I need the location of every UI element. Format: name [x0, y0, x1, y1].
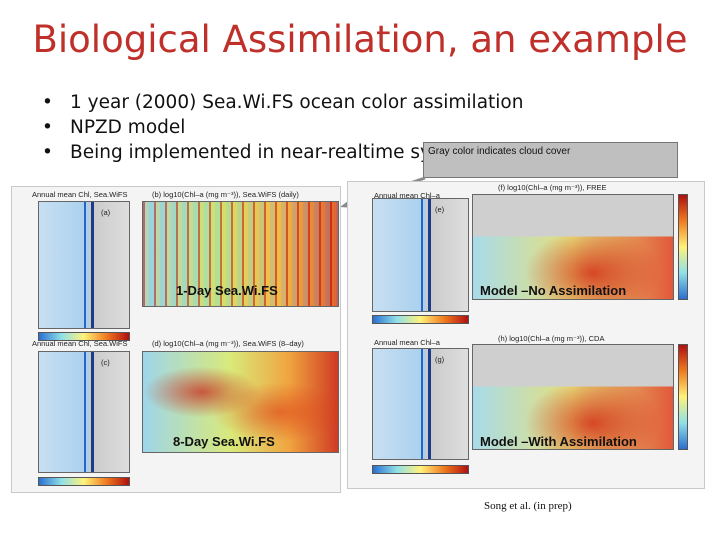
colorbar [372, 465, 469, 474]
bullet-text: NPZD model [70, 117, 186, 138]
seawifs-figure: Annual mean Chl, Sea.WiFS (b) log10(Chl–… [11, 186, 341, 493]
cloud-cover-callout: Gray color indicates cloud cover [423, 142, 678, 178]
panel-tag: (a) [101, 208, 111, 217]
hovmoller-title: (d) log10(Chl–a (mg m⁻³)), Sea.WiFS (8–d… [152, 339, 304, 348]
hovmoller-plot [472, 344, 674, 450]
label-model-no-assimilation: Model –No Assimilation [480, 283, 627, 298]
map-title: Annual mean Chl–a [374, 191, 440, 200]
label-model-with-assimilation: Model –With Assimilation [480, 434, 637, 449]
hovmoller-title: (b) log10(Chl–a (mg m⁻³)), Sea.WiFS (dai… [152, 190, 299, 199]
coastline [84, 352, 86, 472]
bullet-dot: • [42, 92, 53, 113]
bullet-text: 1 year (2000) Sea.Wi.FS ocean color assi… [70, 92, 524, 113]
annual-mean-map: (e) [372, 198, 469, 312]
coastline [420, 349, 423, 459]
colorbar [38, 332, 130, 341]
bullet-item: • 1 year (2000) Sea.Wi.FS ocean color ass… [42, 90, 523, 115]
colorbar [678, 344, 688, 450]
bullet-text: Being implemented in near-realtime sys [70, 142, 441, 163]
coastline [428, 349, 432, 459]
hovmoller-title: (h) log10(Chl–a (mg m⁻³)), CDA [498, 334, 605, 343]
colorbar [38, 477, 130, 486]
coastline [428, 199, 432, 311]
map-title: Annual mean Chl, Sea.WiFS [32, 339, 128, 348]
annual-mean-map: (a) [38, 201, 130, 329]
label-1-day-seawifs: 1-Day Sea.Wi.FS [176, 283, 278, 298]
citation: Song et al. (in prep) [484, 500, 572, 512]
bullet-dot: • [42, 142, 53, 163]
model-figure: Annual mean Chl–a (f) log10(Chl–a (mg m⁻… [347, 181, 705, 489]
coastline [84, 202, 86, 328]
map-title: Annual mean Chl, Sea.WiFS [32, 190, 128, 199]
panel-tag: (g) [435, 355, 445, 364]
colorbar [372, 315, 469, 324]
coastline [420, 199, 423, 311]
coastline [91, 202, 95, 328]
bullet-item: • NPZD model [42, 115, 523, 140]
hovmoller-title: (f) log10(Chl–a (mg m⁻³)), FREE [498, 183, 607, 192]
hovmoller-plot [142, 201, 339, 307]
colorbar [678, 194, 688, 300]
bullet-item: • Being implemented in near-realtime sys [42, 140, 523, 165]
bullet-list: • 1 year (2000) Sea.Wi.FS ocean color ass… [42, 90, 523, 165]
coastline [91, 352, 95, 472]
map-title: Annual mean Chl–a [374, 338, 440, 347]
panel-tag: (c) [101, 358, 110, 367]
slide-title: Biological Assimilation, an example [32, 18, 688, 61]
panel-tag: (e) [435, 205, 445, 214]
annual-mean-map: (c) [38, 351, 130, 473]
annual-mean-map: (g) [372, 348, 469, 460]
label-8-day-seawifs: 8-Day Sea.Wi.FS [173, 434, 275, 449]
bullet-dot: • [42, 117, 53, 138]
hovmoller-plot [472, 194, 674, 300]
hovmoller-plot [142, 351, 339, 453]
